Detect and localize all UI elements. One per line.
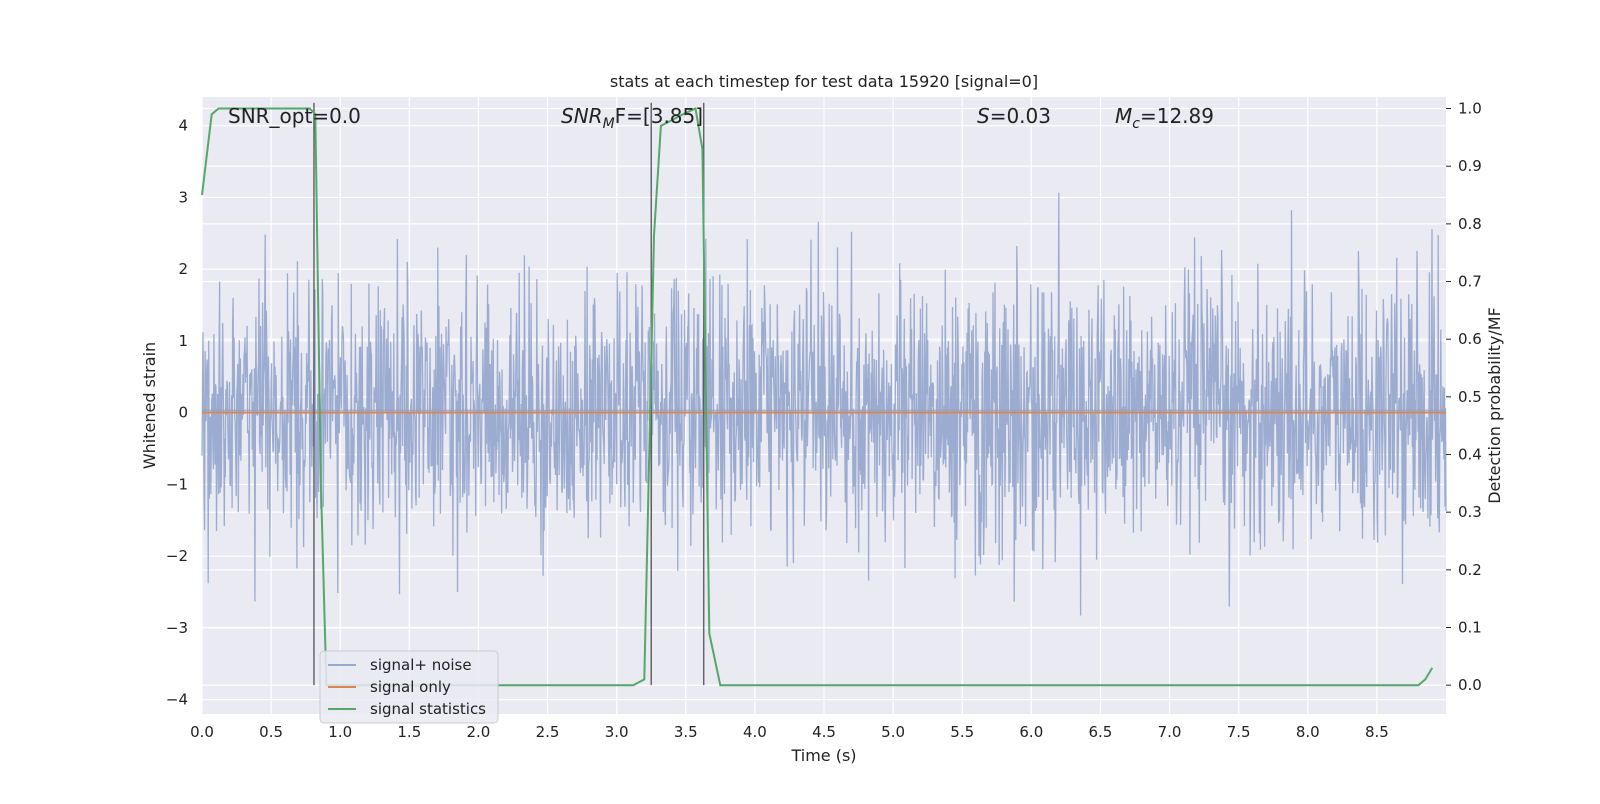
y2-tick-label: 0.9 xyxy=(1458,157,1482,175)
y-tick-label: 3 xyxy=(178,188,188,206)
stats-trace xyxy=(201,107,1434,687)
y2-tick-label: 0.3 xyxy=(1458,503,1482,521)
x-tick-label: 3.0 xyxy=(605,723,629,741)
x-tick-label: 0.5 xyxy=(259,723,283,741)
x-tick-label: 3.5 xyxy=(674,723,698,741)
x-tick-label: 1.0 xyxy=(328,723,352,741)
y2-tick-label: 0.5 xyxy=(1458,388,1482,406)
axes: 0.0 0.5 1.0 1.5 2.0 2.5 3.0 3.5 4.0 4.5 5.0 5.5 6.0 6… xyxy=(166,100,1482,741)
y-tick-label: 1 xyxy=(178,332,188,350)
y2-tick-label: 0.1 xyxy=(1458,619,1482,637)
x-tick-label: 8.0 xyxy=(1296,723,1320,741)
annotation-snr-mf: SNRMF=[3.85] xyxy=(561,104,703,132)
y2-tick-label: 0.6 xyxy=(1458,330,1482,348)
legend-label-stats: signal statistics xyxy=(370,700,486,718)
y2-tick-label: 0.7 xyxy=(1458,273,1482,291)
mc-value: =12.89 xyxy=(1140,104,1214,128)
y-tick-label: −2 xyxy=(166,547,188,565)
x-tick-label: 4.0 xyxy=(743,723,767,741)
y2-tick-label: 1.0 xyxy=(1458,100,1482,118)
x-tick-label: 0.0 xyxy=(190,723,214,741)
x-tick-label: 6.0 xyxy=(1019,723,1043,741)
y2-tick-label: 0.0 xyxy=(1458,676,1482,694)
chart-title: stats at each timestep for test data 159… xyxy=(610,72,1038,91)
legend-label-signal: signal only xyxy=(370,678,451,696)
series-signal-statistics xyxy=(201,107,1434,687)
y2-tick-label: 0.2 xyxy=(1458,561,1482,579)
annotation-mc: Mc=12.89 xyxy=(1115,104,1214,132)
y-tick-label: 4 xyxy=(178,117,188,135)
annotation-s: S=0.03 xyxy=(977,104,1051,128)
y2-axis-label: Detection probability/MF xyxy=(1485,307,1504,504)
y2-tick-label: 0.4 xyxy=(1458,446,1482,464)
mc-subscript: c xyxy=(1132,116,1140,132)
x-tick-label: 7.0 xyxy=(1158,723,1182,741)
snr-mf-prefix: SNR xyxy=(561,104,603,128)
x-tick-label: 1.5 xyxy=(397,723,421,741)
x-tick-label: 5.0 xyxy=(881,723,905,741)
x-tick-label: 8.5 xyxy=(1365,723,1389,741)
y2-tick-label: 0.8 xyxy=(1458,215,1482,233)
y-tick-label: 0 xyxy=(178,404,188,422)
legend-label-noise: signal+ noise xyxy=(370,656,472,674)
x-tick-label: 4.5 xyxy=(812,723,836,741)
x-tick-label: 2.0 xyxy=(467,723,491,741)
s-value: =0.03 xyxy=(990,104,1051,128)
x-tick-label: 5.5 xyxy=(950,723,974,741)
y-tick-label: −1 xyxy=(166,475,188,493)
snr-mf-suffix: F=[3.85] xyxy=(615,104,703,128)
y-tick-label: −4 xyxy=(166,691,188,709)
x-tick-label: 7.5 xyxy=(1227,723,1251,741)
s-prefix: S xyxy=(977,104,990,128)
legend: signal+ noise signal only signal statist… xyxy=(319,650,499,724)
series-signal-only xyxy=(202,409,1446,414)
mc-prefix: M xyxy=(1115,104,1132,128)
snr-mf-subscript: M xyxy=(603,116,615,132)
legend-box xyxy=(319,650,499,724)
x-axis-label: Time (s) xyxy=(790,746,856,765)
y-axis-label: Whitened strain xyxy=(140,342,159,469)
y-tick-label: 2 xyxy=(178,260,188,278)
annotation-snr-opt: SNR_opt=0.0 xyxy=(228,104,361,128)
x-tick-label: 6.5 xyxy=(1089,723,1113,741)
x-tick-label: 2.5 xyxy=(536,723,560,741)
y-tick-label: −3 xyxy=(166,619,188,637)
